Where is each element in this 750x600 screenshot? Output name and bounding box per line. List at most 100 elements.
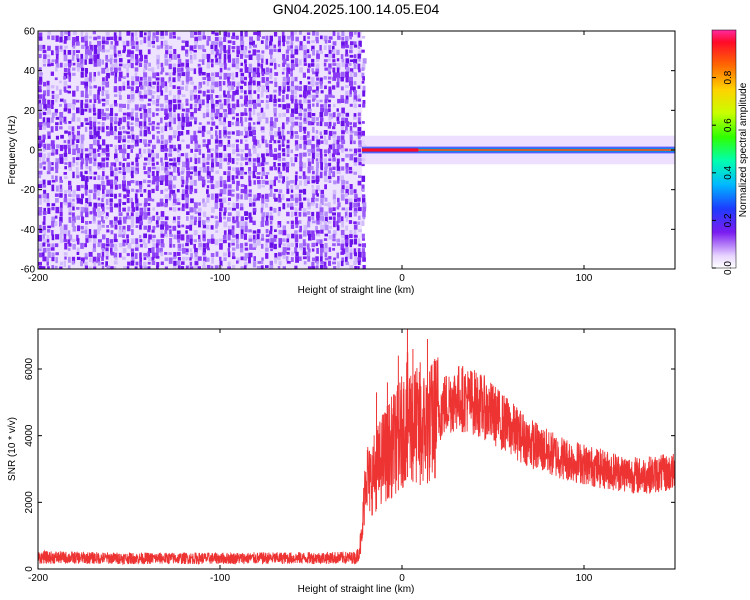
heatmap-cell (110, 230, 114, 235)
heatmap-cell (72, 67, 76, 71)
heatmap-cell (349, 252, 353, 260)
heatmap-cell (345, 163, 349, 170)
heatmap-cell (151, 256, 155, 261)
heatmap-cell (222, 188, 227, 195)
heatmap-cell (353, 31, 357, 35)
heatmap-cell (51, 99, 55, 105)
heatmap-cell (59, 221, 62, 227)
heatmap-cell (282, 247, 287, 253)
heatmap-cell (165, 233, 168, 238)
heatmap-cell (50, 152, 55, 156)
heatmap-cell (198, 67, 203, 74)
heatmap-cell (206, 247, 210, 251)
heatmap-cell (306, 32, 311, 35)
heatmap-cell (186, 81, 189, 85)
heatmap-cell (68, 234, 73, 241)
heatmap-cell (320, 229, 324, 234)
heatmap-cell (340, 86, 344, 91)
heatmap-cell (294, 212, 298, 216)
heatmap-cell (101, 180, 105, 186)
heatmap-cell (232, 49, 235, 53)
heatmap-cell (341, 239, 344, 245)
heatmap-cell (140, 193, 143, 197)
heatmap-cell (169, 117, 173, 124)
heatmap-cell (81, 175, 85, 182)
heatmap-cell (64, 176, 68, 179)
heatmap-cell (299, 161, 303, 169)
heatmap-cell (85, 157, 89, 162)
heatmap-cell (38, 89, 42, 93)
heatmap-cell (71, 212, 75, 218)
heatmap-cell (312, 126, 315, 133)
heatmap-cell (110, 224, 114, 228)
heatmap-cell (274, 77, 277, 84)
heatmap-cell (101, 203, 105, 209)
heatmap-cell (93, 116, 97, 123)
heatmap-cell (323, 112, 328, 117)
heatmap-cell (186, 67, 190, 74)
heatmap-cell (277, 152, 281, 159)
heatmap-cell (273, 94, 277, 101)
heatmap-cell (148, 153, 151, 160)
heatmap-cell (135, 198, 139, 204)
heatmap-cell (319, 85, 323, 89)
heatmap-cell (219, 189, 223, 194)
heatmap-cell (290, 194, 294, 199)
heatmap-cell (106, 206, 111, 210)
heatmap-cell (194, 117, 198, 122)
heatmap-cell (223, 63, 227, 70)
heatmap-cell (235, 35, 239, 40)
heatmap-cell (362, 206, 367, 212)
heatmap-cell (101, 40, 106, 44)
heatmap-cell (168, 58, 172, 63)
heatmap-cell (294, 207, 298, 214)
heatmap-cell (76, 234, 79, 242)
heatmap-cell (332, 143, 336, 150)
top-x-tick-label: 0 (399, 273, 405, 284)
heatmap-cell (169, 229, 172, 235)
heatmap-cell (185, 59, 189, 63)
heatmap-cell (89, 72, 92, 79)
heatmap-cell (76, 58, 80, 63)
heatmap-cell (88, 202, 92, 207)
heatmap-cell (152, 234, 156, 238)
heatmap-cell (260, 260, 264, 264)
heatmap-cell (148, 225, 151, 230)
heatmap-cell (198, 212, 202, 216)
heatmap-cell (164, 139, 168, 145)
heatmap-cell (76, 130, 80, 136)
heatmap-cell (152, 144, 156, 150)
heatmap-cell (39, 67, 42, 72)
heatmap-cell (84, 203, 88, 209)
heatmap-cell (277, 127, 281, 132)
heatmap-cell (59, 144, 64, 152)
heatmap-cell (60, 230, 64, 235)
heatmap-cell (282, 54, 286, 61)
heatmap-cell (189, 45, 194, 52)
heatmap-cell (143, 36, 147, 44)
heatmap-cell (282, 89, 285, 94)
heatmap-cell (151, 86, 155, 89)
heatmap-cell (42, 247, 47, 253)
heatmap-cell (164, 266, 168, 269)
heatmap-cell (294, 76, 298, 82)
heatmap-cell (206, 216, 210, 222)
heatmap-cell (240, 31, 243, 37)
heatmap-cell (190, 166, 194, 170)
heatmap-cell (127, 63, 132, 68)
heatmap-cell (274, 229, 277, 232)
heatmap-cell (303, 144, 307, 150)
heatmap-cell (76, 252, 80, 255)
heatmap-cell (147, 36, 151, 41)
heatmap-cell (92, 148, 97, 154)
heatmap-cell (76, 198, 81, 204)
heatmap-cell (336, 158, 340, 164)
heatmap-cell (80, 184, 84, 189)
heatmap-cell (47, 143, 51, 150)
heatmap-cell (286, 81, 290, 85)
heatmap-cell (261, 194, 265, 201)
heatmap-cell (75, 99, 80, 103)
heatmap-cell (101, 122, 105, 126)
heatmap-cell (327, 230, 331, 234)
heatmap-cell (307, 256, 311, 262)
